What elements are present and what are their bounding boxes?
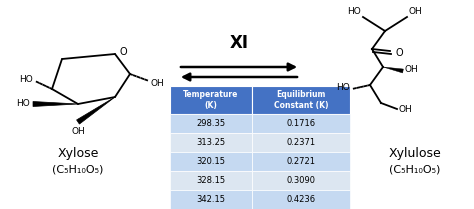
- Text: HO: HO: [16, 98, 30, 107]
- Bar: [170, 152, 252, 171]
- Bar: [252, 171, 350, 190]
- Text: 0.3090: 0.3090: [286, 176, 316, 185]
- Text: HO: HO: [336, 84, 350, 93]
- Bar: [252, 190, 350, 209]
- Bar: [252, 152, 350, 171]
- Text: (C₅H₁₀O₅): (C₅H₁₀O₅): [52, 164, 104, 174]
- Text: 298.35: 298.35: [196, 119, 226, 128]
- Text: 328.15: 328.15: [196, 176, 226, 185]
- Text: O: O: [396, 48, 404, 58]
- Text: OH: OH: [405, 65, 419, 74]
- Text: 342.15: 342.15: [197, 195, 226, 204]
- Text: OH: OH: [151, 79, 165, 88]
- Text: XI: XI: [229, 34, 248, 52]
- Bar: [252, 114, 350, 133]
- Bar: [252, 86, 350, 114]
- Text: Temperature
(K): Temperature (K): [183, 90, 239, 110]
- Text: HO: HO: [347, 7, 361, 16]
- Polygon shape: [77, 97, 115, 124]
- Polygon shape: [383, 67, 403, 73]
- Bar: [170, 171, 252, 190]
- Bar: [170, 190, 252, 209]
- Text: Equilibrium
Constant (K): Equilibrium Constant (K): [274, 90, 328, 110]
- Text: Xylulose: Xylulose: [389, 148, 441, 161]
- Text: Xylose: Xylose: [57, 148, 99, 161]
- Text: OH: OH: [409, 7, 423, 16]
- Text: O: O: [119, 47, 127, 57]
- Bar: [170, 114, 252, 133]
- Bar: [170, 86, 252, 114]
- Text: 313.25: 313.25: [196, 138, 226, 147]
- Text: 0.2721: 0.2721: [286, 157, 316, 166]
- Bar: [252, 133, 350, 152]
- Text: 0.2371: 0.2371: [286, 138, 316, 147]
- Text: HO: HO: [19, 74, 33, 84]
- Polygon shape: [33, 102, 78, 107]
- Text: OH: OH: [399, 106, 413, 115]
- Text: 320.15: 320.15: [197, 157, 226, 166]
- Text: 0.4236: 0.4236: [286, 195, 316, 204]
- Text: (C₅H₁₀O₅): (C₅H₁₀O₅): [389, 164, 441, 174]
- Text: OH: OH: [71, 127, 85, 136]
- Bar: [170, 133, 252, 152]
- Text: 0.1716: 0.1716: [286, 119, 316, 128]
